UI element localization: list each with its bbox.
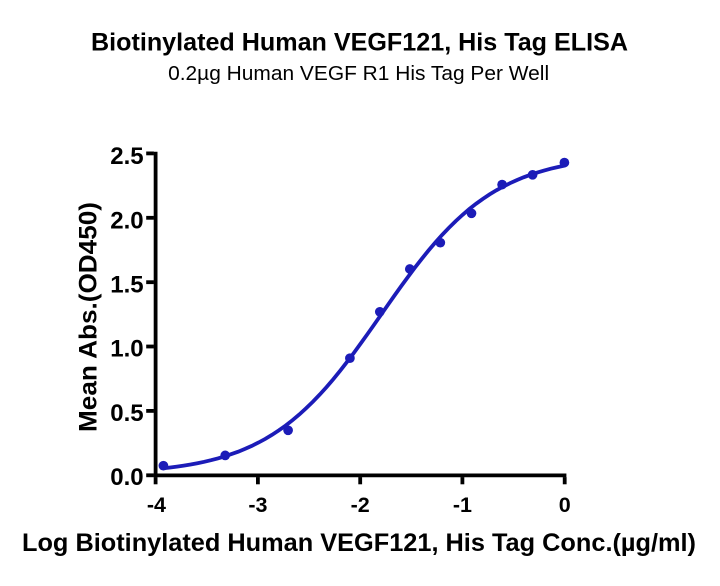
svg-text:1.0: 1.0 (110, 336, 143, 363)
svg-text:Mean Abs.(OD450): Mean Abs.(OD450) (75, 202, 103, 432)
svg-text:0.5: 0.5 (110, 400, 143, 427)
svg-text:-1: -1 (453, 493, 472, 517)
svg-text:-4: -4 (147, 493, 166, 517)
svg-text:Biotinylated Human VEGF121, Hi: Biotinylated Human VEGF121, His Tag ELIS… (91, 29, 628, 57)
svg-text:0.2µg Human VEGF R1 His Tag Pe: 0.2µg Human VEGF R1 His Tag Per Well (168, 63, 549, 85)
svg-text:-3: -3 (248, 493, 267, 517)
svg-text:0.0: 0.0 (110, 464, 143, 491)
svg-text:0: 0 (559, 493, 571, 517)
svg-text:1.5: 1.5 (110, 272, 143, 299)
svg-text:Log Biotinylated Human VEGF121: Log Biotinylated Human VEGF121, His Tag … (22, 529, 696, 557)
svg-text:2.5: 2.5 (110, 143, 143, 170)
svg-text:2.0: 2.0 (110, 207, 143, 234)
svg-text:-2: -2 (351, 493, 370, 517)
